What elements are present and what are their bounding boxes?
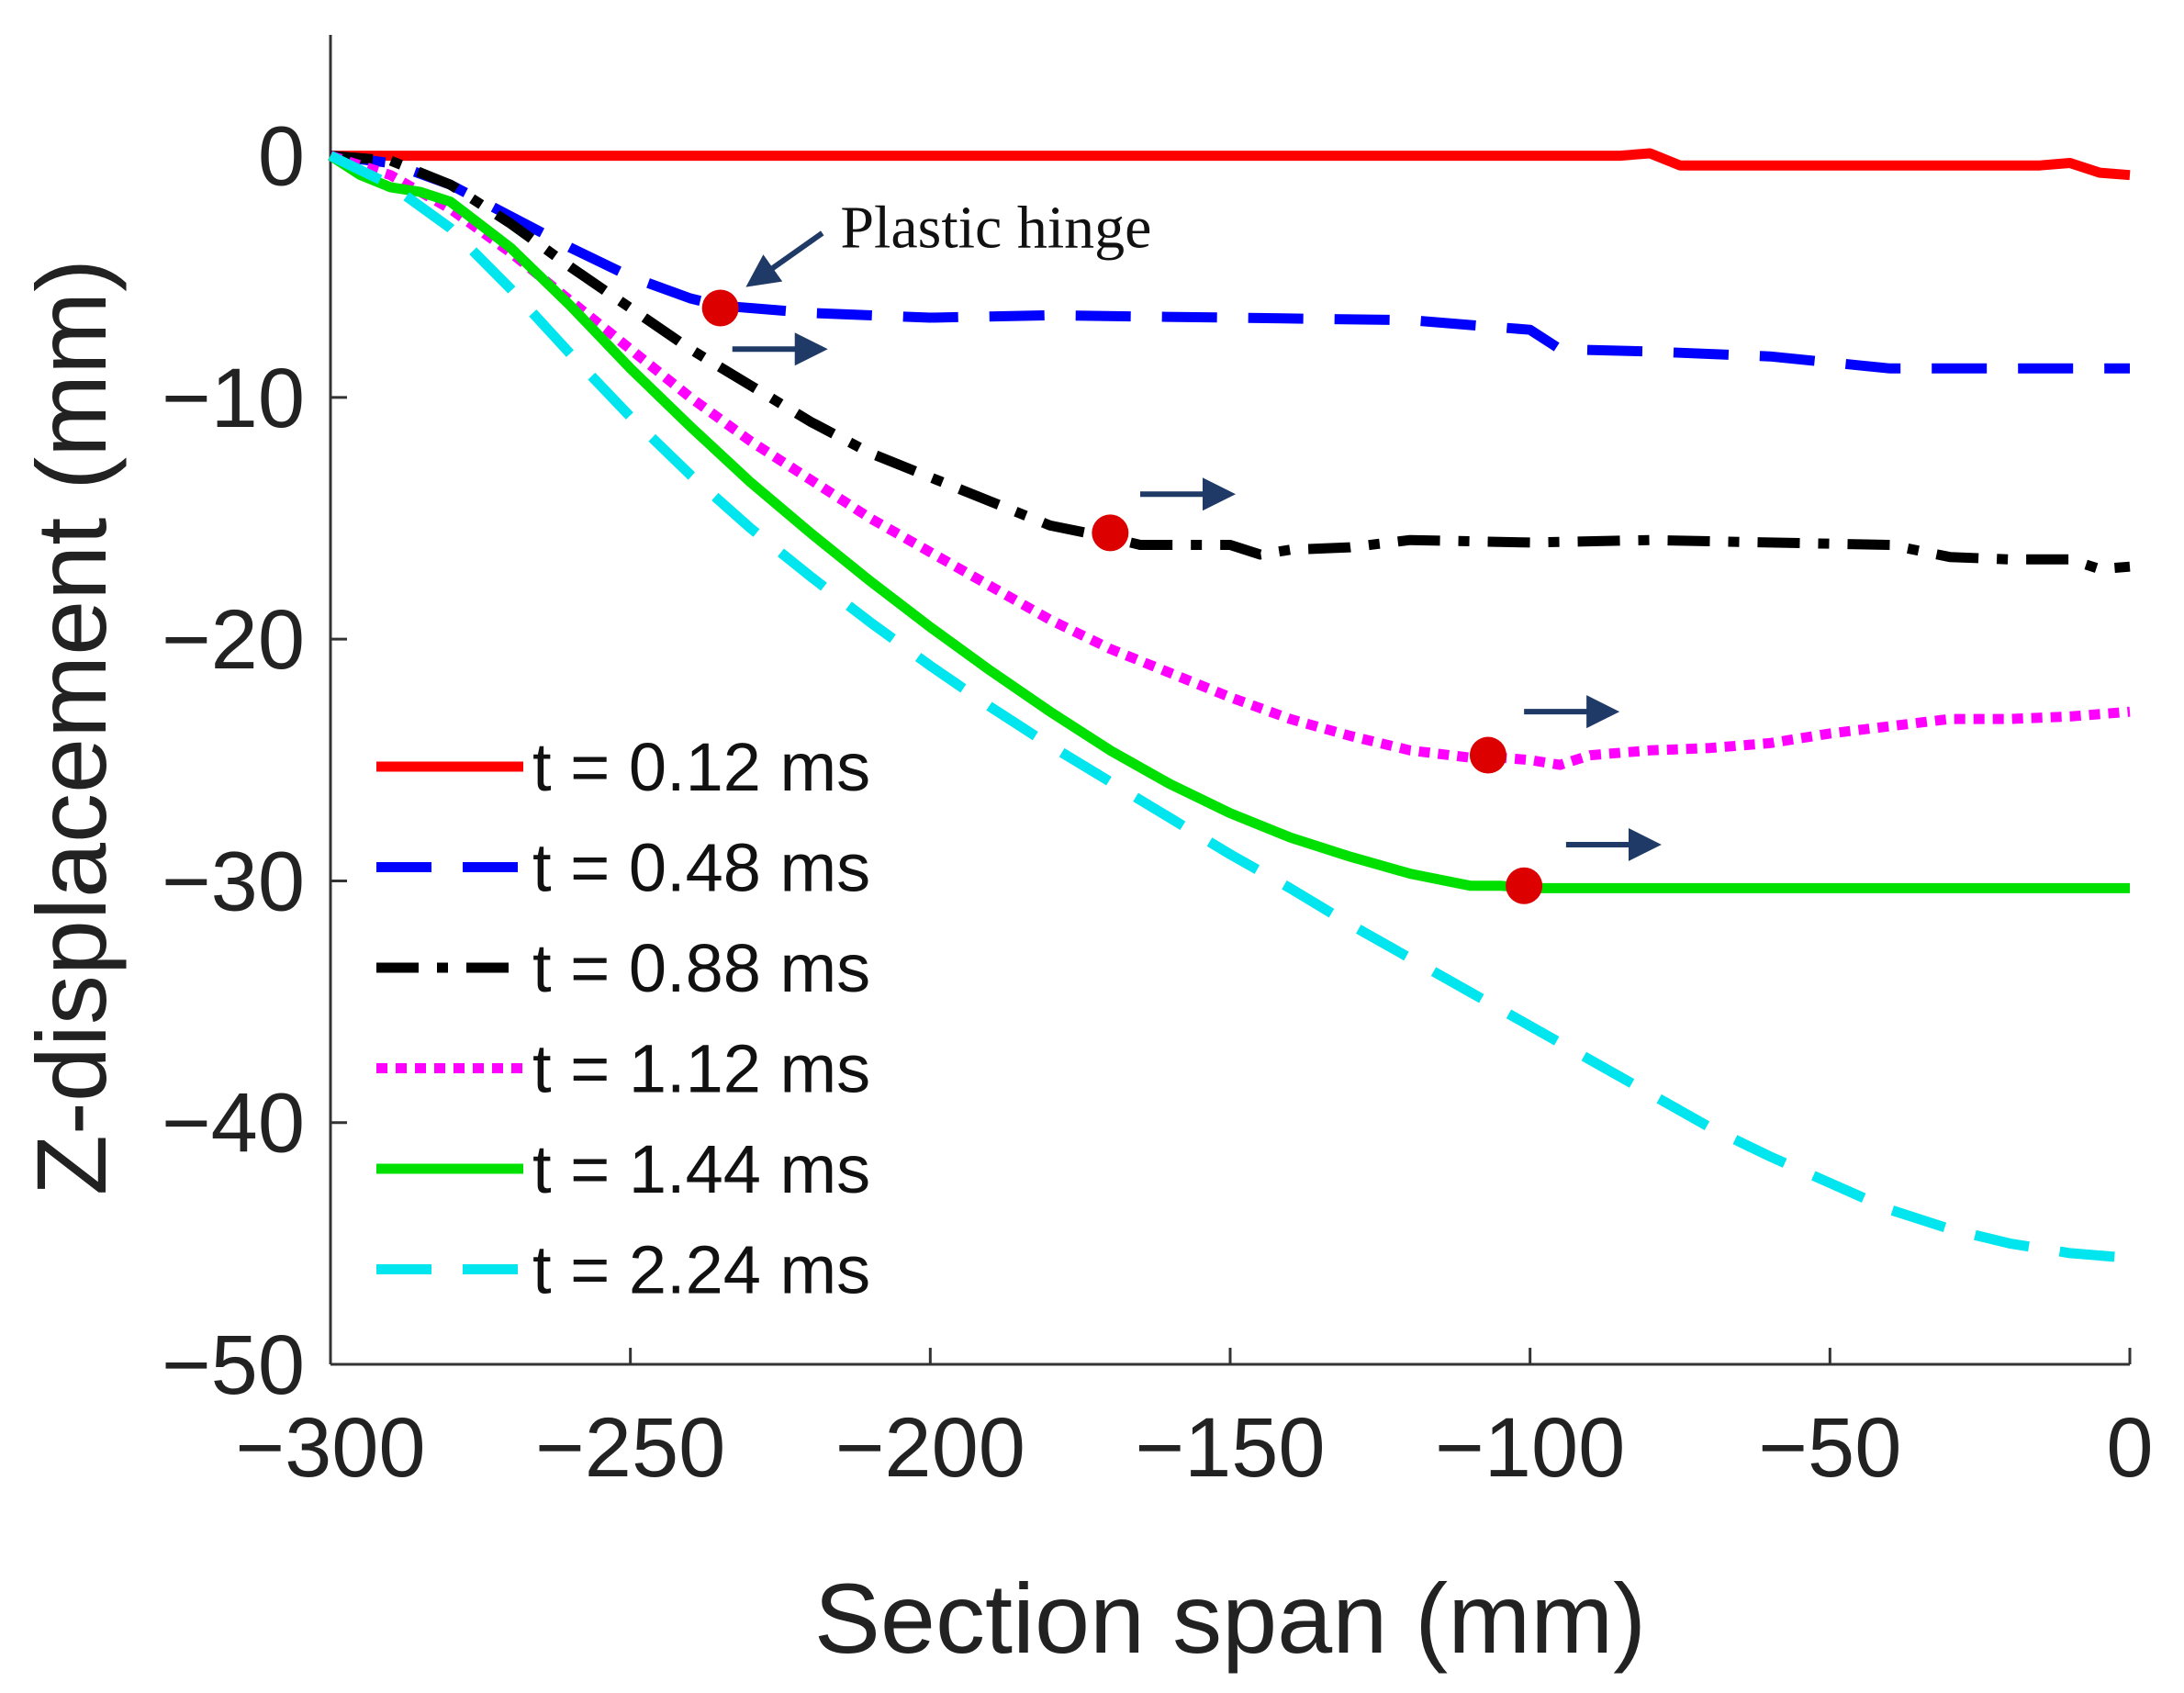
legend-label-3: t = 0.88 ms <box>532 930 870 1006</box>
legend-label-6: t = 2.24 ms <box>532 1232 870 1308</box>
arrow-layer <box>732 332 1662 861</box>
series-line-1 <box>330 148 2131 181</box>
hinge-point <box>1092 514 1129 552</box>
y-tick-label: −50 <box>162 1318 305 1412</box>
series-line-2 <box>330 151 2130 374</box>
y-tick-label: −30 <box>162 835 305 928</box>
axes: −300 −250 −200 −150 −100 −50 0−50−40−30−20−100 <box>162 35 2154 1495</box>
x-tick-label: −150 <box>1135 1401 1325 1495</box>
x-tick-label: −200 <box>835 1401 1025 1495</box>
series-line-6 <box>328 151 2131 1263</box>
annotation-layer: Plastic hinge <box>745 195 1151 287</box>
y-tick-label: −10 <box>162 352 305 445</box>
legend-label-4: t = 1.12 ms <box>532 1031 870 1107</box>
hinge-layer <box>701 289 1543 904</box>
y-tick-label: −20 <box>162 593 305 687</box>
x-tick-label: −250 <box>535 1401 725 1495</box>
x-tick-label: 0 <box>2106 1401 2153 1495</box>
series-line-3 <box>330 151 2131 575</box>
annotation-plastic-hinge: Plastic hinge <box>840 195 1151 262</box>
legend-label-2: t = 0.48 ms <box>532 830 870 906</box>
y-axis-title: Z-displacement (mm) <box>16 259 127 1195</box>
legend: t = 0.12 ms t = 0.48 ms t = 0.88 ms t = 1.1… <box>376 729 870 1308</box>
legend-label-1: t = 0.12 ms <box>532 729 870 805</box>
hinge-point <box>1469 736 1506 774</box>
series-layer <box>328 148 2131 1263</box>
hinge-point <box>701 289 739 327</box>
y-tick-label: 0 <box>258 110 305 204</box>
legend-label-5: t = 1.44 ms <box>532 1131 870 1207</box>
hinge-point <box>1506 867 1543 904</box>
annotation-arrow <box>745 230 824 287</box>
x-axis-title: Section span (mm) <box>814 1563 1646 1674</box>
y-tick-label: −40 <box>162 1077 305 1171</box>
x-tick-label: −50 <box>1758 1401 1901 1495</box>
x-tick-label: −300 <box>235 1401 425 1495</box>
series-line-4 <box>329 151 2131 770</box>
x-tick-label: −100 <box>1435 1401 1625 1495</box>
